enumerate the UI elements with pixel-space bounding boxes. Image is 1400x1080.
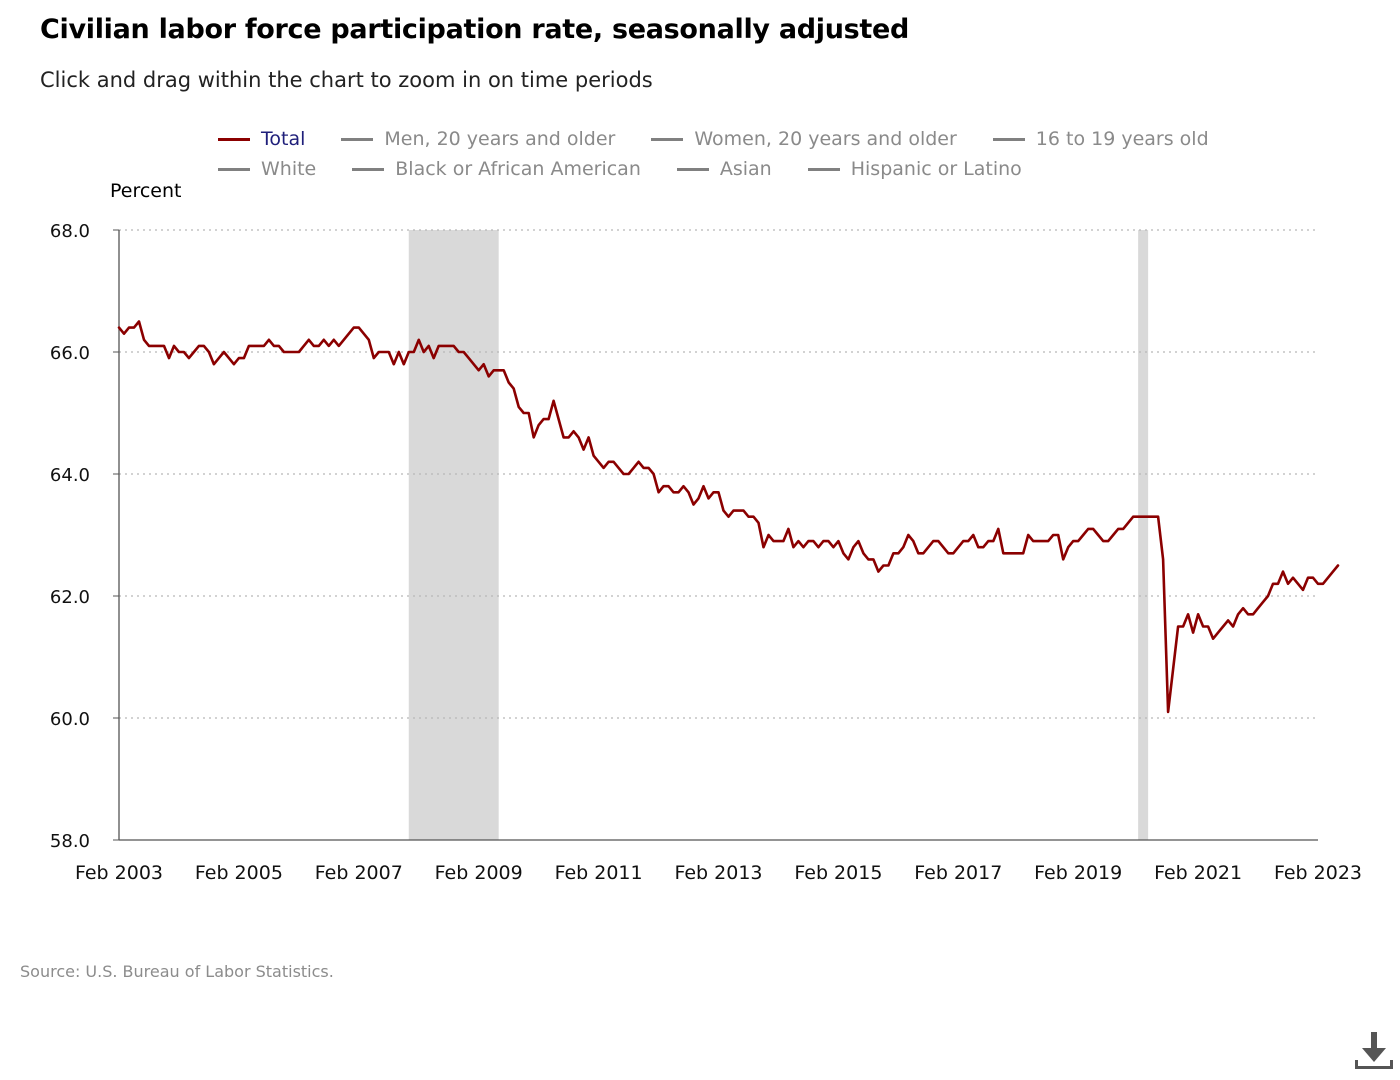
legend-label: Men, 20 years and older xyxy=(384,128,616,150)
legend-swatch xyxy=(676,167,709,171)
legend-swatch xyxy=(807,167,840,171)
x-tick-label: Feb 2011 xyxy=(555,862,643,884)
legend-swatch xyxy=(341,137,374,141)
source-note: Source: U.S. Bureau of Labor Statistics. xyxy=(20,962,334,981)
legend-label: Black or African American xyxy=(395,158,641,180)
x-tick-label: Feb 2007 xyxy=(315,862,403,884)
legend-label: White xyxy=(261,158,317,180)
legend-swatch xyxy=(218,167,250,171)
x-tick-label: Feb 2015 xyxy=(794,862,882,884)
series-line-total xyxy=(117,320,1340,714)
download-button[interactable] xyxy=(1352,1030,1396,1074)
legend-label: 16 to 19 years old xyxy=(1035,128,1209,150)
x-tick-label: Feb 2021 xyxy=(1154,862,1242,884)
x-tick-label: Feb 2013 xyxy=(674,862,762,884)
x-tick-label: Feb 2017 xyxy=(914,862,1002,884)
x-tick-label: Feb 2019 xyxy=(1034,862,1122,884)
download-icon xyxy=(1355,1032,1393,1069)
chart-legend: Total Men, 20 years and older Women, 20 ye… xyxy=(218,124,1318,184)
x-tick-label: Feb 2003 xyxy=(75,862,163,884)
legend-item[interactable]: 16 to 19 years old xyxy=(992,128,1209,150)
recession-band xyxy=(408,230,499,840)
y-tick-label: 58.0 xyxy=(50,831,90,852)
legend-swatch xyxy=(651,137,684,141)
legend-label: Total xyxy=(261,128,306,150)
legend-swatch xyxy=(992,137,1025,141)
legend-item[interactable]: Men, 20 years and older xyxy=(341,128,615,150)
legend-swatch xyxy=(218,137,250,141)
y-tick-label: 60.0 xyxy=(50,709,90,730)
chart-subtitle: Click and drag within the chart to zoom … xyxy=(40,68,653,92)
legend-swatch xyxy=(352,167,385,171)
legend-row: Total Men, 20 years and older Women, 20 ye… xyxy=(218,124,1318,154)
y-tick-label: 62.0 xyxy=(50,587,90,608)
recession-band xyxy=(1138,230,1149,840)
y-axis-unit-label: Percent xyxy=(110,180,182,202)
legend-item[interactable]: Women, 20 years and older xyxy=(651,128,957,150)
legend-label: Hispanic or Latino xyxy=(850,158,1022,180)
x-tick-label: Feb 2009 xyxy=(435,862,523,884)
legend-item[interactable]: Black or African American xyxy=(352,158,641,180)
y-tick-label: 64.0 xyxy=(50,465,90,486)
chart-title: Civilian labor force participation rate,… xyxy=(40,14,910,45)
x-tick-label: Feb 2005 xyxy=(195,862,283,884)
legend-label: Asian xyxy=(719,158,772,180)
legend-item[interactable]: White xyxy=(218,158,316,180)
y-tick-label: 66.0 xyxy=(50,343,90,364)
legend-row: White Black or African American Asian Hispa… xyxy=(218,154,1318,184)
legend-item[interactable]: Hispanic or Latino xyxy=(807,158,1022,180)
legend-label: Women, 20 years and older xyxy=(694,128,957,150)
x-tick-label: Feb 2023 xyxy=(1274,862,1362,884)
y-tick-label: 68.0 xyxy=(50,221,90,242)
legend-item[interactable]: Total xyxy=(218,128,305,150)
legend-item[interactable]: Asian xyxy=(676,158,772,180)
line-chart[interactable]: 58.0 60.0 62.0 64.0 66.0 68.0 Feb 2003 Feb 2005… xyxy=(0,0,1400,940)
